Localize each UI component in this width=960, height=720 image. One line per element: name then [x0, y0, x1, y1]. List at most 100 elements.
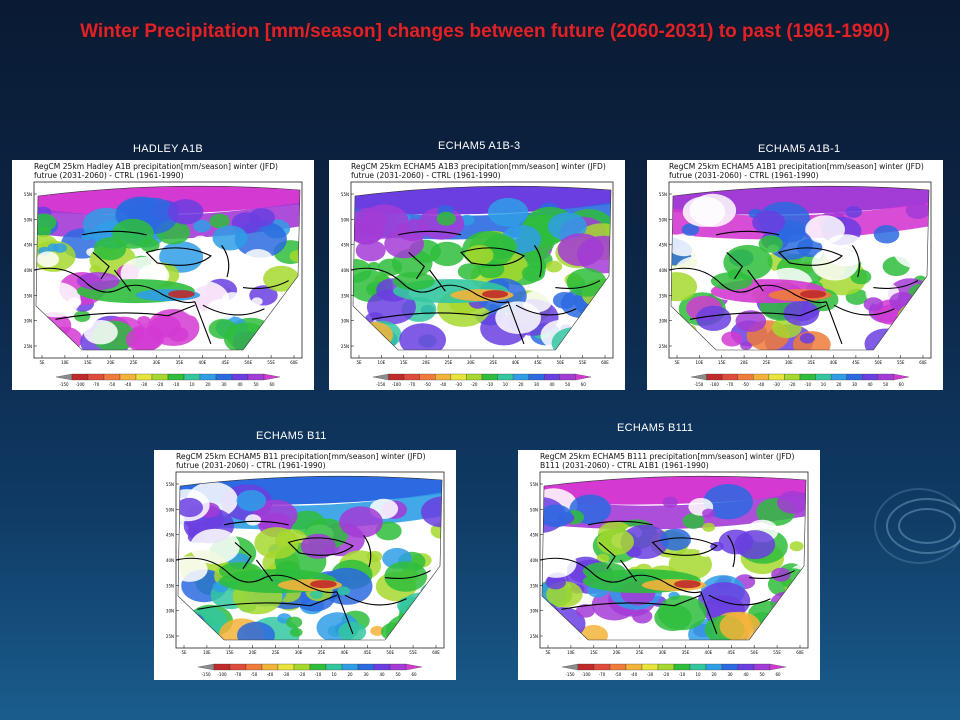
coastline — [460, 247, 525, 266]
map-title-line-1: RegCM 25km ECHAM5 B11 precipitation[mm/s… — [176, 452, 426, 461]
lon-tick-label: 10E — [696, 360, 704, 365]
lat-tick-label: 50N — [166, 507, 174, 512]
lat-tick-label: 25N — [659, 344, 667, 349]
lon-tick-label: 50E — [244, 360, 252, 365]
scale-swatch — [119, 373, 137, 381]
lat-tick-label: 50N — [659, 217, 667, 222]
coastline — [668, 267, 827, 304]
scale-label: 40 — [550, 382, 556, 387]
domain-outline — [541, 475, 807, 641]
coastline — [561, 594, 702, 610]
scale-label: -40 — [758, 382, 765, 387]
coastline — [371, 304, 509, 320]
lat-tick-label: 40N — [659, 268, 667, 273]
panel-label-echam5-a1b-3: ECHAM5 A1B-3 — [438, 140, 521, 152]
lon-tick-label: 45E — [727, 650, 735, 655]
lat-tick-label: 50N — [24, 217, 32, 222]
lon-tick-label: 50E — [386, 650, 394, 655]
scale-label: 50 — [565, 382, 571, 387]
scale-swatch — [512, 373, 529, 381]
lon-tick-label: 40E — [830, 360, 838, 365]
coastline — [398, 230, 462, 236]
scale-swatch — [199, 373, 217, 381]
lon-tick-label: 60E — [432, 650, 440, 655]
map-plot: 55N 50N 45N 40N 35N 30N 25N 5E 10E 15E 20E 25E 30E 35… — [530, 471, 809, 677]
scale-label: 20 — [711, 672, 717, 677]
scale-swatch — [657, 663, 675, 671]
lon-tick-label: 35E — [682, 650, 690, 655]
lon-tick-label: 10E — [378, 360, 386, 365]
lat-tick-label: 30N — [166, 609, 174, 614]
lon-tick-label: 50E — [874, 360, 882, 365]
scale-label: 20 — [347, 672, 353, 677]
lon-tick-label: 55E — [897, 360, 905, 365]
scale-swatch — [183, 373, 201, 381]
lon-tick-label: 5E — [356, 360, 362, 365]
scale-label: -70 — [93, 382, 100, 387]
coastline — [408, 251, 426, 280]
scale-swatch — [293, 663, 311, 671]
coastline — [384, 570, 431, 580]
scale-label: -50 — [424, 382, 431, 387]
map-title: RegCM 25km ECHAM5 A1B3 precipitation[mm/… — [351, 162, 606, 180]
scale-swatch — [559, 373, 576, 381]
scale-label: -30 — [647, 672, 654, 677]
lon-tick-label: 35E — [489, 360, 497, 365]
map-title-line-1: RegCM 25km ECHAM5 A1B3 precipitation[mm/… — [351, 162, 606, 171]
coastline — [82, 230, 147, 236]
coastline — [716, 230, 780, 236]
coastline — [113, 269, 131, 292]
lat-tick-label: 50N — [341, 217, 349, 222]
coastline — [748, 570, 795, 580]
coastline — [555, 280, 601, 290]
scale-label: -70 — [409, 382, 416, 387]
lon-tick-label: 45E — [363, 650, 371, 655]
water-ripple-decoration — [874, 488, 960, 564]
scale-label: -20 — [471, 382, 478, 387]
scale-swatch — [830, 373, 847, 381]
map-title-line-1: RegCM 25km Hadley A1B precipitation[mm/s… — [34, 162, 279, 171]
scale-label: -70 — [727, 382, 734, 387]
lat-tick-label: 30N — [24, 319, 32, 324]
coastline — [778, 247, 843, 266]
scale-label: 40 — [237, 382, 243, 387]
scale-swatch — [263, 373, 281, 381]
scale-swatch — [71, 373, 89, 381]
scale-label: -100 — [581, 672, 591, 677]
coastline — [255, 559, 273, 582]
lat-tick-label: 45N — [659, 243, 667, 248]
scale-label: -100 — [710, 382, 720, 387]
scale-swatch — [231, 373, 249, 381]
scale-label: 40 — [868, 382, 874, 387]
coastline — [194, 301, 265, 345]
lat-tick-label: 45N — [530, 533, 538, 538]
map-title: RegCM 25km ECHAM5 B111 precipitation[mm/… — [540, 452, 794, 470]
lon-tick-label: 55E — [773, 650, 781, 655]
map-title-line-2: futrue (2031-2060) - CTRL (1961-1990) — [176, 461, 326, 470]
lon-tick-label: 45E — [221, 360, 229, 365]
scale-label: -20 — [157, 382, 164, 387]
scale-swatch — [769, 663, 787, 671]
scale-swatch — [247, 373, 265, 381]
scale-swatch — [87, 373, 105, 381]
map-panel: 55N 50N 45N 40N 35N 30N 25N 5E 10E 15E 20E 25E 30E 35… — [329, 160, 625, 390]
scale-label: 50 — [759, 672, 765, 677]
scale-label: -10 — [679, 672, 686, 677]
scale-swatch — [55, 373, 73, 381]
scale-swatch — [706, 373, 723, 381]
scale-label: -150 — [59, 382, 69, 387]
scale-swatch — [544, 373, 561, 381]
lon-tick-label: 5E — [181, 650, 187, 655]
lat-tick-label: 25N — [166, 634, 174, 639]
scale-label: 60 — [411, 672, 417, 677]
scale-swatch — [689, 663, 707, 671]
lon-tick-label: 5E — [39, 360, 45, 365]
lon-tick-label: 10E — [203, 650, 211, 655]
scale-swatch — [481, 373, 498, 381]
lon-tick-label: 5E — [674, 360, 680, 365]
panel-label-echam5-b111: ECHAM5 B111 — [617, 422, 694, 434]
lon-tick-label: 20E — [249, 650, 257, 655]
scale-label: -100 — [217, 672, 227, 677]
scale-swatch — [372, 373, 389, 381]
scale-label: 50 — [883, 382, 889, 387]
